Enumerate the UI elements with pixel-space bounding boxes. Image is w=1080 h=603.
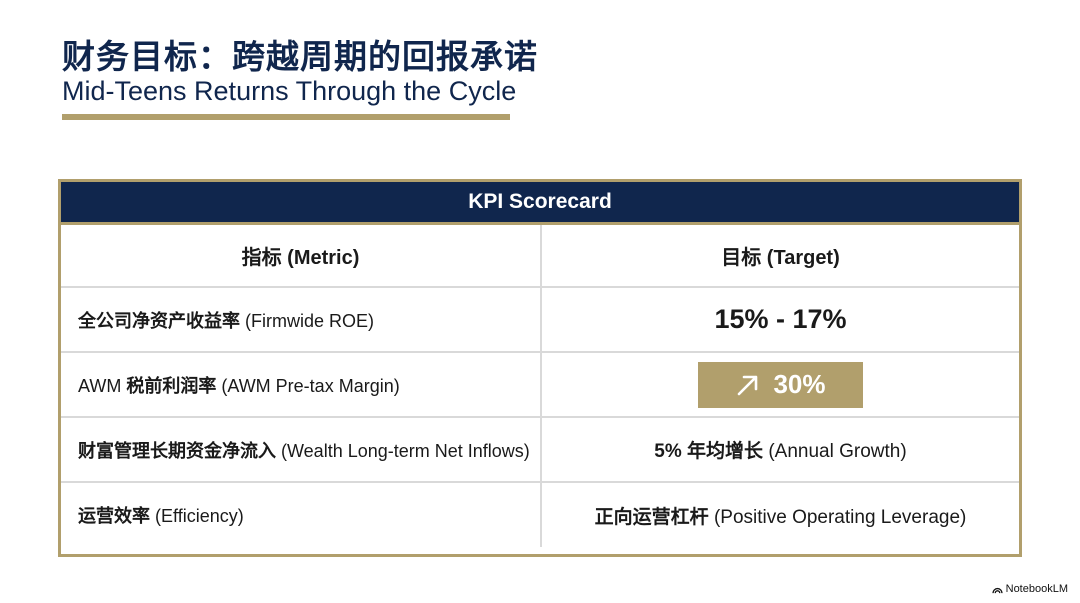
target-badge: 30% bbox=[698, 361, 863, 408]
column-header-target: 目标 (Target) bbox=[541, 225, 1019, 287]
notebooklm-logo-icon bbox=[991, 587, 1003, 593]
table-row: 运营效率 (Efficiency) 正向运营杠杆 (Positive Opera… bbox=[61, 481, 1019, 547]
target-cell: 15% - 17% bbox=[541, 286, 1019, 352]
metric-cell: 财富管理长期资金净流入 (Wealth Long-term Net Inflow… bbox=[61, 416, 542, 482]
column-header-target-en: (Target) bbox=[766, 247, 840, 269]
title-underline bbox=[62, 114, 510, 120]
notebooklm-brand: NotebookLM bbox=[991, 583, 1068, 595]
metric-zh: 税前利润率 bbox=[126, 375, 217, 397]
target-prefix: 5% bbox=[654, 441, 682, 462]
metric-en: (Firmwide ROE) bbox=[245, 310, 375, 331]
target-zh: 年均增长 bbox=[687, 440, 764, 462]
column-header-metric: 指标 (Metric) bbox=[61, 225, 542, 287]
target-en: (Annual Growth) bbox=[768, 441, 907, 462]
target-value: 15% - 17% bbox=[714, 304, 847, 334]
target-value: 30% bbox=[773, 369, 826, 399]
metric-cell: 全公司净资产收益率 (Firmwide ROE) bbox=[61, 286, 542, 352]
kpi-table: 指标 (Metric) 目标 (Target) 全公司净资产收益率 (Firmw… bbox=[61, 225, 1019, 547]
metric-en: (Efficiency) bbox=[155, 506, 244, 526]
target-zh: 正向运营杠杆 bbox=[594, 505, 709, 528]
metric-cell: AWM 税前利润率 (AWM Pre-tax Margin) bbox=[61, 351, 542, 417]
brand-name: NotebookLM bbox=[1005, 583, 1068, 595]
column-header-metric-zh: 指标 bbox=[241, 245, 282, 269]
metric-cell: 运营效率 (Efficiency) bbox=[61, 481, 542, 547]
target-cell: 30% bbox=[541, 351, 1019, 417]
metric-zh: 财富管理长期资金净流入 bbox=[78, 440, 276, 462]
table-header-row: 指标 (Metric) 目标 (Target) bbox=[61, 225, 1019, 287]
metric-prefix: AWM bbox=[78, 375, 122, 396]
kpi-scorecard: KPI Scorecard 指标 (Metric) 目标 (Target) 全公… bbox=[58, 179, 1022, 557]
target-cell: 正向运营杠杆 (Positive Operating Leverage) bbox=[541, 481, 1019, 547]
arrow-up-right-icon bbox=[738, 375, 758, 395]
target-en: (Positive Operating Leverage) bbox=[713, 506, 967, 528]
table-row: AWM 税前利润率 (AWM Pre-tax Margin) 30% bbox=[61, 351, 1019, 417]
table-row: 全公司净资产收益率 (Firmwide ROE) 15% - 17% bbox=[61, 286, 1019, 352]
metric-zh: 运营效率 bbox=[78, 506, 150, 527]
metric-en: (Wealth Long-term Net Inflows) bbox=[281, 440, 530, 461]
target-cell: 5% 年均增长 (Annual Growth) bbox=[541, 416, 1019, 482]
column-header-metric-en: (Metric) bbox=[287, 247, 360, 269]
scorecard-header: KPI Scorecard bbox=[61, 182, 1019, 225]
table-row: 财富管理长期资金净流入 (Wealth Long-term Net Inflow… bbox=[61, 416, 1019, 482]
page-title-en: Mid-Teens Returns Through the Cycle bbox=[62, 76, 517, 106]
page-title-zh: 财务目标：跨越周期的回报承诺 bbox=[62, 37, 538, 76]
metric-zh: 全公司净资产收益率 bbox=[78, 310, 240, 332]
metric-en: (AWM Pre-tax Margin) bbox=[221, 375, 400, 396]
column-header-target-zh: 目标 bbox=[721, 245, 762, 269]
